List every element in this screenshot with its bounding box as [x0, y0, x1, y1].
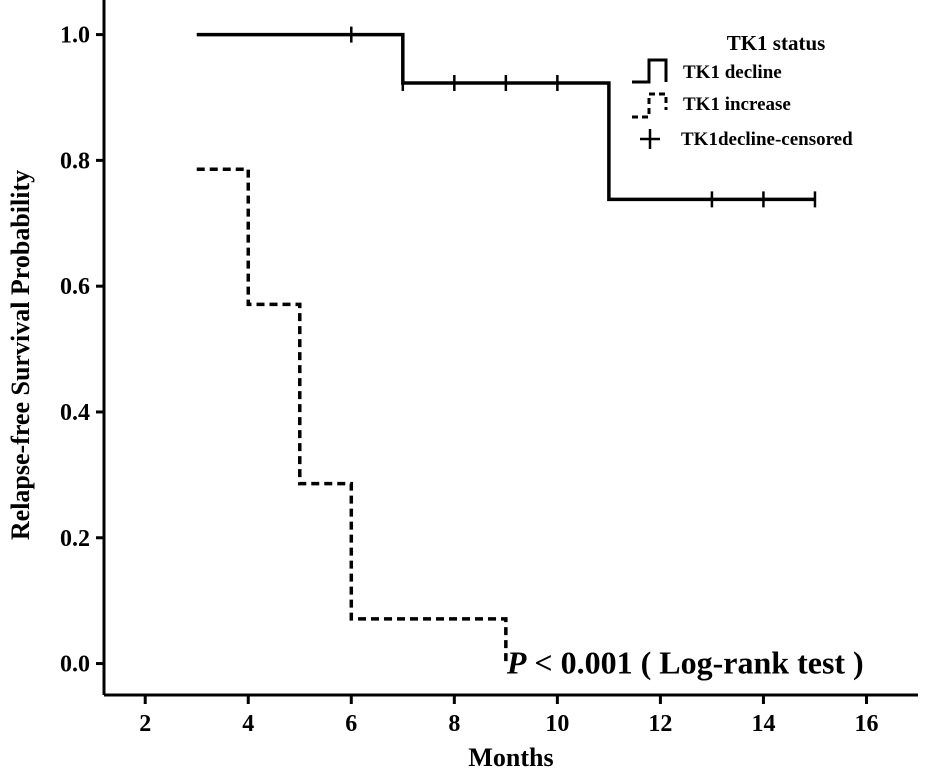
x-ticks: 2 4 6 8 10 12 14 16: [139, 695, 878, 737]
series-layer: [196, 26, 817, 664]
x-axis-title: Months: [468, 743, 553, 772]
x-tick-label: 6: [345, 711, 357, 737]
x-tick-label: 2: [139, 711, 151, 737]
p-value-text: < 0.001 ( Log-rank test ): [526, 645, 863, 681]
series-line-tk1-increase: [196, 167, 508, 664]
legend-swatch-increase: [632, 92, 668, 119]
y-tick-label: 0.8: [60, 148, 90, 174]
y-tick-label: 0.0: [60, 652, 90, 678]
y-axis-title: Relapse-free Survival Probability: [6, 170, 35, 540]
x-tick-label: 8: [448, 711, 460, 737]
legend-swatch-decline: [632, 58, 668, 84]
axes: [102, 0, 918, 697]
legend-entry-censored: TK1decline-censored: [681, 129, 853, 150]
p-value-symbol: P: [506, 645, 527, 681]
legend-entry-decline: TK1 decline: [683, 62, 782, 83]
p-value-annotation: P < 0.001 ( Log-rank test ): [506, 645, 864, 681]
legend-swatch-censored: [640, 129, 660, 149]
x-tick-label: 10: [545, 711, 569, 737]
x-tick-label: 16: [854, 711, 878, 737]
x-tick-label: 4: [242, 711, 254, 737]
series-line-tk1-decline: [196, 32, 815, 202]
legend-title: TK1 status: [727, 31, 826, 55]
legend: TK1 status TK1 decline TK1 increase TK1d…: [632, 31, 853, 150]
y-tick-label: 0.2: [60, 526, 90, 552]
y-tick-label: 1.0: [60, 23, 90, 49]
y-tick-label: 0.6: [60, 274, 90, 300]
x-tick-label: 14: [751, 711, 775, 737]
x-tick-label: 12: [648, 711, 672, 737]
y-ticks: 0.0 0.2 0.4 0.6 0.8 1.0: [60, 23, 104, 678]
y-tick-label: 0.4: [60, 400, 90, 426]
legend-entry-increase: TK1 increase: [683, 94, 791, 115]
